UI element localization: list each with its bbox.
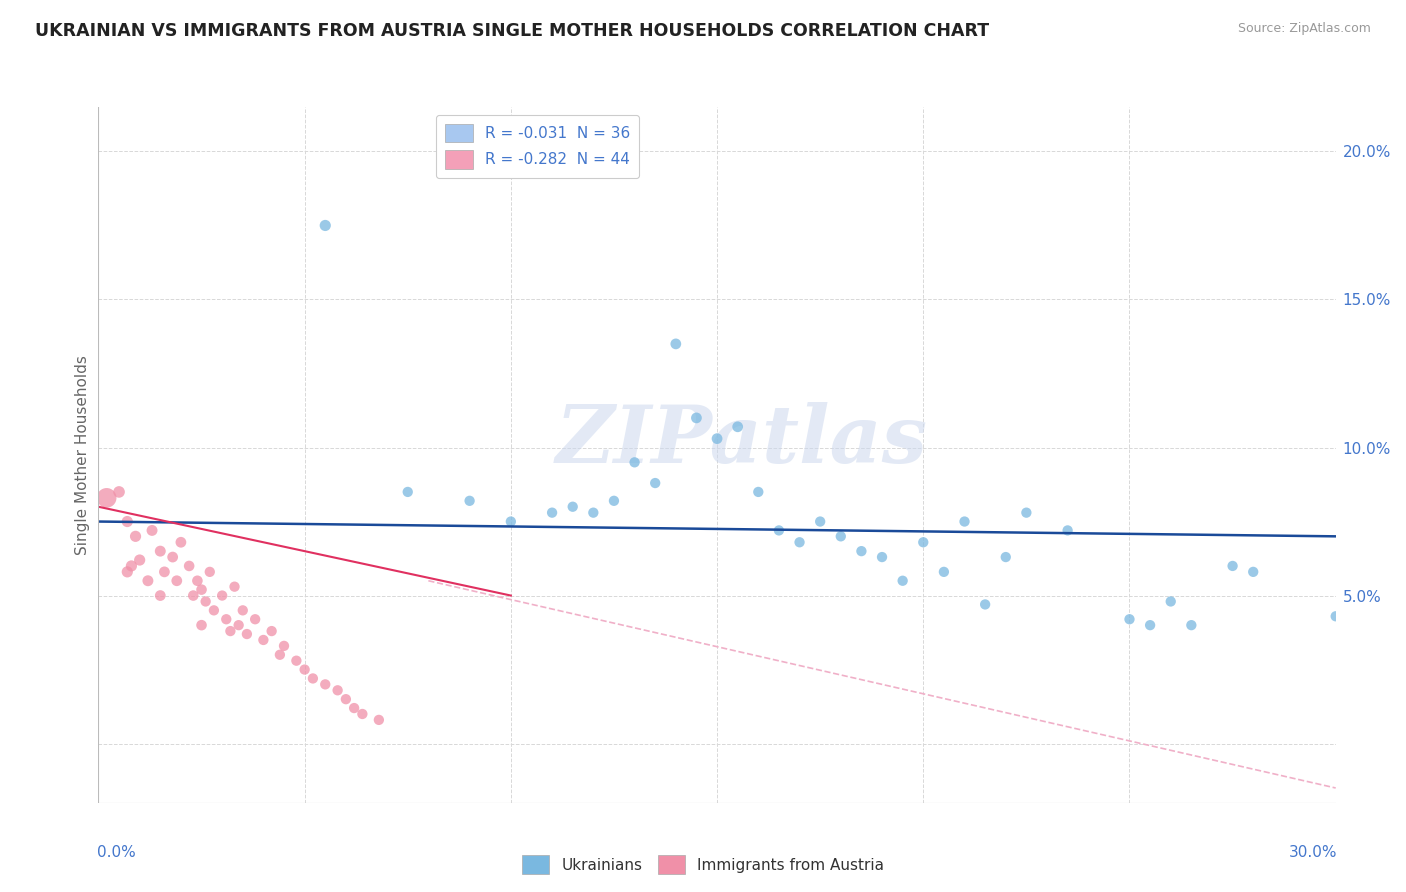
Point [1324,609,1347,624]
Point [166,574,188,588]
Point [236,627,259,641]
Legend: Ukrainians, Immigrants from Austria: Ukrainians, Immigrants from Austria [516,849,890,880]
Point [1180,618,1202,632]
Point [149,544,172,558]
Point [768,524,790,538]
Point [141,524,163,538]
Point [1056,524,1078,538]
Point [124,529,146,543]
Point [314,677,336,691]
Point [335,692,357,706]
Point [851,544,873,558]
Point [953,515,976,529]
Point [294,663,316,677]
Point [706,432,728,446]
Point [302,672,325,686]
Point [1160,594,1182,608]
Y-axis label: Single Mother Households: Single Mother Households [75,355,90,555]
Point [117,565,139,579]
Point [194,594,217,608]
Point [644,476,666,491]
Point [1222,558,1244,573]
Point [285,654,308,668]
Point [153,565,176,579]
Point [269,648,291,662]
Point [830,529,852,543]
Point [932,565,955,579]
Legend: R = -0.031  N = 36, R = -0.282  N = 44: R = -0.031 N = 36, R = -0.282 N = 44 [436,115,640,178]
Point [541,506,564,520]
Point [181,589,204,603]
Point [352,706,374,721]
Text: UKRAINIAN VS IMMIGRANTS FROM AUSTRIA SINGLE MOTHER HOUSEHOLDS CORRELATION CHART: UKRAINIAN VS IMMIGRANTS FROM AUSTRIA SIN… [35,22,990,40]
Point [1241,565,1264,579]
Point [623,455,645,469]
Point [994,550,1017,565]
Point [136,574,159,588]
Point [243,612,266,626]
Point [202,603,225,617]
Point [326,683,349,698]
Point [170,535,193,549]
Text: 0.0%: 0.0% [97,845,136,860]
Point [396,484,419,499]
Point [228,618,250,632]
Point [273,639,295,653]
Text: Source: ZipAtlas.com: Source: ZipAtlas.com [1237,22,1371,36]
Point [120,558,142,573]
Point [198,565,221,579]
Point [582,506,605,520]
Point [367,713,389,727]
Point [149,589,172,603]
Point [1139,618,1161,632]
Point [870,550,893,565]
Point [314,219,336,233]
Point [128,553,150,567]
Point [96,491,118,505]
Point [891,574,914,588]
Point [211,589,233,603]
Point [499,515,522,529]
Point [224,580,246,594]
Point [179,558,201,573]
Point [1118,612,1140,626]
Point [974,598,997,612]
Point [260,624,283,638]
Point [343,701,366,715]
Point [912,535,935,549]
Point [252,632,274,647]
Point [665,337,688,351]
Point [186,574,208,588]
Point [190,618,212,632]
Point [685,411,707,425]
Point [603,493,626,508]
Point [232,603,254,617]
Point [727,419,749,434]
Point [747,484,769,499]
Point [162,550,184,565]
Text: ZIPatlas: ZIPatlas [555,402,928,480]
Point [1015,506,1038,520]
Point [117,515,139,529]
Point [561,500,583,514]
Point [215,612,238,626]
Point [108,484,131,499]
Point [458,493,481,508]
Point [219,624,242,638]
Point [789,535,811,549]
Point [808,515,831,529]
Text: 30.0%: 30.0% [1288,845,1337,860]
Point [190,582,212,597]
